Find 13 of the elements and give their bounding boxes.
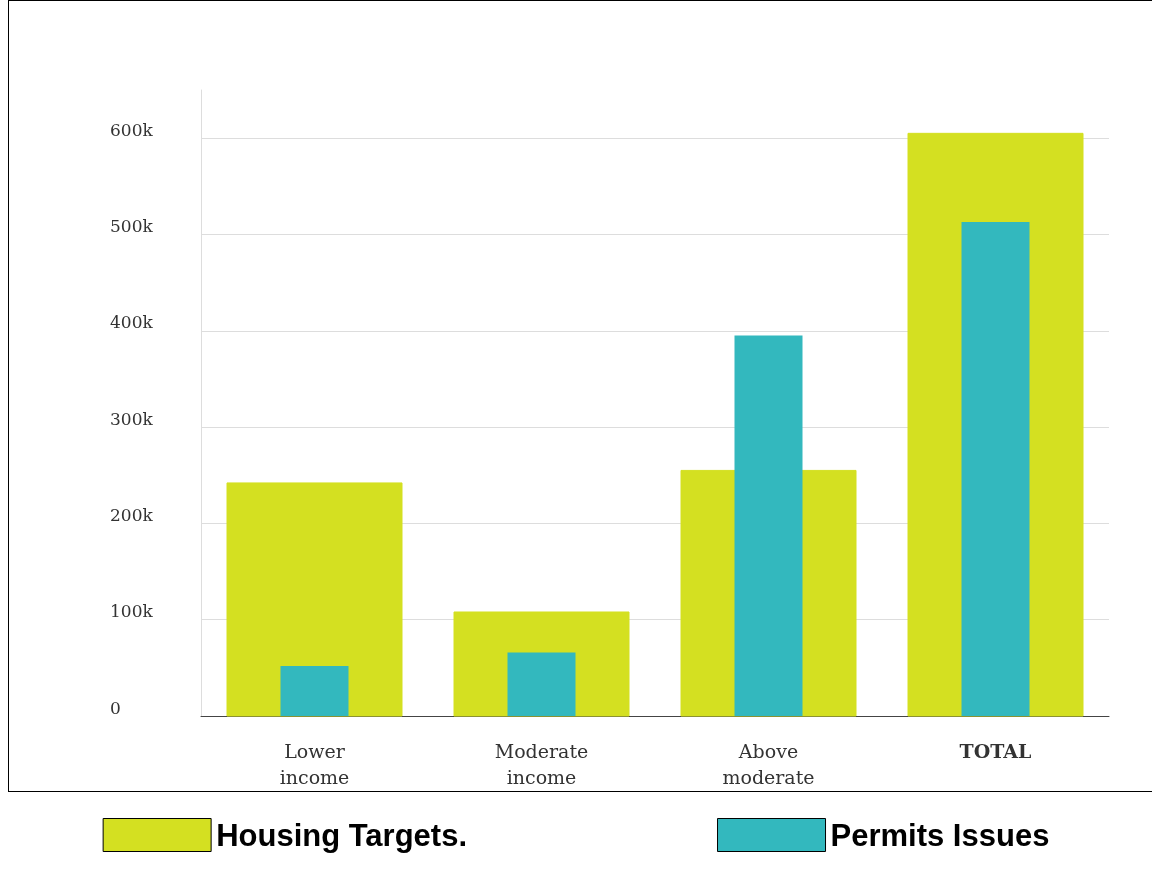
y-tick-label: 100k xyxy=(110,601,154,622)
x-tick-label: Above moderate xyxy=(722,740,815,788)
x-tick-label: Moderate income xyxy=(494,740,589,788)
y-tick-label: 600k xyxy=(110,119,154,140)
y-tick-label: 0 xyxy=(110,697,121,718)
x-tick-label: TOTAL xyxy=(959,740,1032,762)
y-tick-label: 300k xyxy=(110,408,154,429)
y-tick-label: 500k xyxy=(110,215,154,236)
y-tick-label: 400k xyxy=(110,312,154,333)
legend-label: Permits Issues xyxy=(830,817,1050,853)
x-tick-label: Lower income xyxy=(279,740,350,788)
y-tick-label: 200k xyxy=(110,504,154,525)
legend-label: Housing Targets. xyxy=(216,817,468,853)
